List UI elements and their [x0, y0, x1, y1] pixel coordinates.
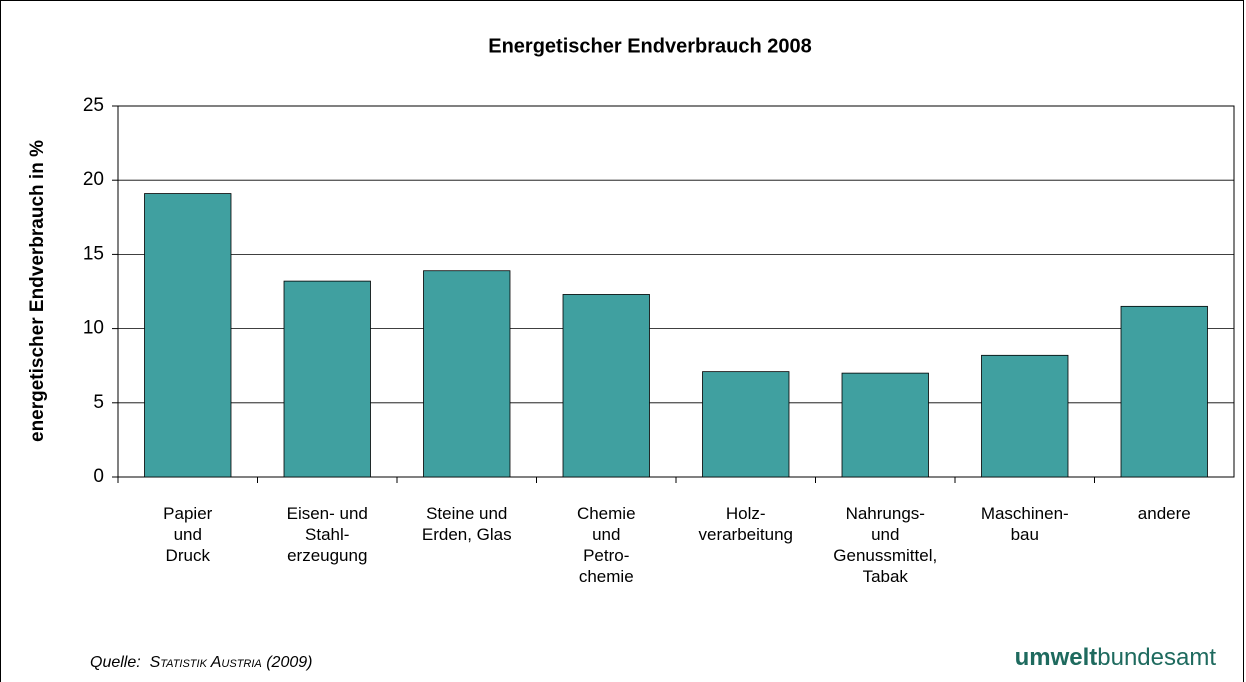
bar [144, 193, 232, 478]
logo-rest: bundesamt [1097, 644, 1216, 671]
x-tick-label: Chemie und Petro- chemie [576, 504, 636, 586]
bar [841, 372, 929, 478]
y-axis-label: energetischer Endverbrauch in % [27, 140, 48, 442]
logo: umweltbundesamt [1015, 644, 1216, 672]
y-tick-label: 0 [93, 466, 104, 487]
y-tick-label: 25 [83, 95, 104, 116]
source-text: Statistik Austria (2009) [149, 654, 313, 671]
bar [423, 270, 511, 478]
x-tick-label: Nahrungs- und Genussmittel, Tabak [833, 504, 938, 586]
chart-title: Energetischer Endverbrauch 2008 [488, 35, 811, 57]
y-tick-label: 20 [83, 169, 104, 190]
y-tick-label: 5 [93, 392, 104, 413]
x-tick-label: Steine und Erden, Glas [421, 504, 512, 544]
bar [1120, 305, 1208, 478]
y-tick-label: 10 [83, 318, 104, 339]
source: Quelle: Statistik Austria (2009) [90, 654, 312, 672]
bar [702, 371, 790, 478]
logo-bold: umwelt [1014, 644, 1098, 671]
y-tick-label: 15 [83, 243, 104, 264]
bar [283, 280, 371, 478]
x-tick-label: Holz- verarbeitung [698, 504, 793, 544]
x-tick-label: andere [1137, 504, 1191, 523]
bar [562, 294, 650, 478]
x-tick-label: Papier und Druck [163, 504, 213, 565]
bar [981, 354, 1069, 478]
x-tick-label: Maschinen- bau [980, 504, 1069, 544]
x-tick-label: Eisen- und Stahl- erzeugung [286, 504, 368, 565]
source-prefix: Quelle: [90, 654, 141, 671]
